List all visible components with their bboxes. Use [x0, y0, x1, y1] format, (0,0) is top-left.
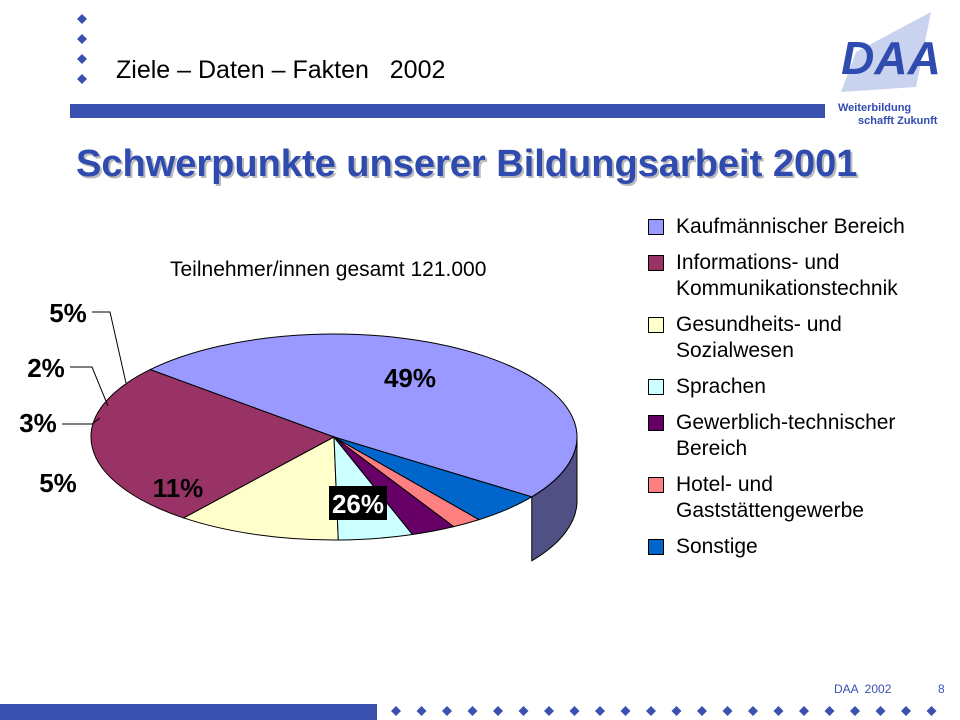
- legend-swatch: [648, 539, 664, 555]
- footer-diamonds-icon: [391, 706, 937, 716]
- legend-item: Gewerblich-technischer Bereich: [648, 410, 948, 462]
- diamond-icon: [442, 706, 452, 716]
- legend-label: Sonstige: [676, 535, 758, 558]
- legend-swatch: [648, 415, 664, 431]
- legend-label: Informations- und Kommunikationstechnik: [676, 251, 898, 300]
- logo-wordmark: DAA: [841, 32, 941, 84]
- pie-chart: 49% 26% 11% 5% 3% 2% 5%: [19, 298, 578, 562]
- legend-label: Gewerblich-technischer Bereich: [676, 411, 896, 460]
- diamond-icon: [722, 706, 733, 716]
- logo-tagline-line1: Weiterbildung: [838, 102, 911, 114]
- diamond-icon: [697, 706, 707, 716]
- header-bar: [70, 104, 825, 118]
- diamond-icon: [569, 706, 580, 716]
- legend-swatch: [648, 219, 664, 235]
- leader-line: [62, 417, 101, 425]
- chart-subtitle: Teilnehmer/innen gesamt 121.000: [170, 258, 487, 281]
- diamond-icon: [595, 706, 605, 716]
- daa-logo: DAA Weiterbildung schafft Zukunft: [838, 12, 941, 127]
- leader-line: [92, 311, 127, 384]
- diamond-icon: [467, 706, 478, 716]
- diamond-icon: [773, 706, 784, 716]
- diamond-icon: [875, 706, 886, 716]
- diamond-icon: [646, 706, 656, 716]
- logo-tagline-line2: schafft Zukunft: [858, 115, 938, 127]
- data-label: 5%: [39, 468, 77, 498]
- data-label-background: [329, 486, 387, 520]
- diamond-icon: [391, 706, 401, 716]
- legend-swatch: [648, 317, 664, 333]
- diamond-icon: [901, 706, 911, 716]
- footer-bar: [0, 704, 377, 720]
- header-title: Ziele – Daten – Fakten 2002: [116, 56, 446, 84]
- legend-item: Kaufmännischer Bereich: [648, 214, 948, 240]
- legend-label: Kaufmännischer Bereich: [676, 215, 905, 238]
- diamond-icon: [671, 706, 682, 716]
- diamond-icon: [926, 706, 937, 716]
- leader-line: [70, 366, 109, 407]
- data-label: 26%: [332, 489, 384, 519]
- legend-swatch: [648, 255, 664, 271]
- legend-item: Sonstige: [648, 534, 948, 560]
- pie-slice: [182, 436, 339, 541]
- data-label: 3%: [19, 408, 57, 438]
- data-label: 2%: [27, 353, 65, 383]
- legend-item: Gesundheits- und Sozialwesen: [648, 312, 948, 364]
- footer-label: DAA 2002: [834, 682, 892, 696]
- diamond-icon: [493, 706, 503, 716]
- diamond-icon: [620, 706, 631, 716]
- diamond-icon: [824, 706, 835, 716]
- legend-swatch: [648, 477, 664, 493]
- page-number: 8: [938, 682, 945, 696]
- data-label: 49%: [384, 363, 436, 393]
- diamond-icon: [518, 706, 529, 716]
- legend-item: Hotel- und Gaststättengewerbe: [648, 472, 948, 524]
- data-label: 11%: [153, 473, 204, 503]
- legend-label: Gesundheits- und Sozialwesen: [676, 313, 842, 362]
- legend-label: Sprachen: [676, 375, 766, 398]
- legend-swatch: [648, 379, 664, 395]
- decorative-diamonds-icon: [77, 14, 87, 84]
- pie-slice: [148, 333, 578, 498]
- data-label: 5%: [49, 298, 87, 328]
- diamond-icon: [544, 706, 554, 716]
- legend-item: Informations- und Kommunikationstechnik: [648, 250, 948, 302]
- slide-title: Schwerpunkte unserer Bildungsarbeit 2001: [76, 143, 858, 185]
- chart-legend: Kaufmännischer Bereich Informations- und …: [648, 214, 948, 570]
- diamond-icon: [416, 706, 427, 716]
- legend-item: Sprachen: [648, 374, 948, 400]
- pie-slice: [333, 436, 534, 521]
- pie-slice: [90, 369, 336, 519]
- legend-label: Hotel- und Gaststättengewerbe: [676, 473, 864, 522]
- diamond-icon: [799, 706, 809, 716]
- diamond-icon: [850, 706, 860, 716]
- diamond-icon: [748, 706, 758, 716]
